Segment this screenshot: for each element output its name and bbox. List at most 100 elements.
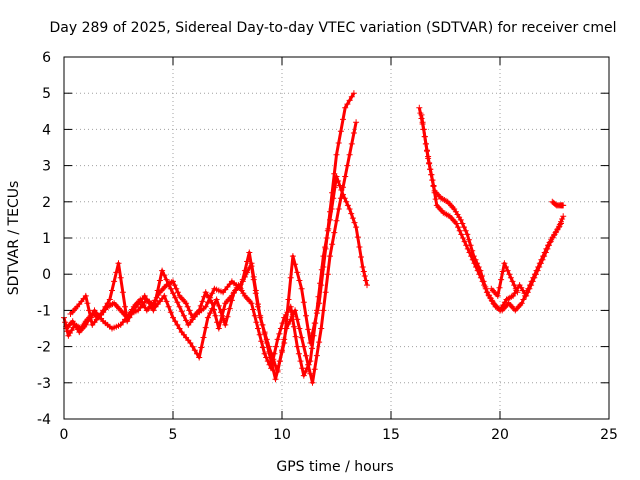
- data-point: [202, 324, 209, 331]
- data-point: [311, 366, 318, 373]
- data-point: [418, 111, 425, 118]
- data-point: [167, 285, 174, 292]
- data-point: [258, 338, 265, 345]
- data-point: [453, 220, 460, 227]
- data-point: [250, 306, 257, 313]
- data-point: [320, 307, 327, 314]
- data-point: [329, 189, 336, 196]
- data-point: [343, 198, 350, 205]
- y-tick-label: -1: [37, 303, 51, 319]
- data-point: [174, 299, 181, 306]
- data-point: [170, 278, 176, 285]
- data-point: [461, 238, 468, 245]
- data-point: [474, 260, 481, 267]
- data-point: [117, 274, 124, 281]
- data-point: [237, 285, 244, 292]
- axis-ticks: -4 -3 -2 -1 0 1 2 3 4 5 6 0 5 10 15 20 25: [37, 50, 618, 443]
- data-point: [432, 196, 439, 203]
- data-point: [200, 334, 207, 341]
- data-point: [307, 340, 314, 346]
- data-point: [263, 354, 270, 361]
- data-point: [150, 307, 157, 314]
- data-point: [248, 300, 255, 307]
- data-point: [482, 283, 489, 290]
- data-point: [218, 309, 224, 316]
- data-point: [283, 318, 290, 325]
- data-point: [255, 325, 261, 332]
- data-point: [528, 282, 535, 289]
- data-point: [499, 268, 506, 275]
- y-tick-label: 2: [42, 195, 51, 211]
- data-point: [353, 224, 360, 231]
- data-point: [559, 216, 566, 222]
- data-point: [348, 210, 355, 217]
- data-point: [464, 245, 471, 252]
- data-point: [201, 293, 208, 300]
- data-point: [204, 299, 211, 306]
- data-point: [165, 281, 172, 288]
- data-point: [331, 170, 338, 177]
- data-point: [294, 269, 301, 276]
- data-point: [534, 267, 541, 274]
- data-point: [351, 219, 358, 226]
- data-point: [222, 321, 229, 328]
- data-point: [226, 305, 233, 312]
- data-point: [303, 352, 309, 359]
- y-tick-label: 1: [42, 231, 51, 247]
- data-point: [302, 368, 309, 375]
- data-point: [256, 331, 263, 338]
- data-point: [178, 308, 185, 315]
- data-point: [311, 320, 318, 327]
- data-point: [514, 289, 521, 296]
- data-point: [461, 224, 467, 231]
- data-point: [364, 282, 370, 289]
- data-point: [202, 303, 209, 310]
- data-point: [359, 264, 366, 270]
- data-point: [425, 153, 432, 160]
- data-point: [265, 349, 272, 355]
- data-point: [82, 321, 89, 328]
- data-point: [475, 264, 482, 270]
- data-point: [189, 343, 196, 350]
- data-point: [148, 303, 155, 310]
- data-point: [331, 229, 338, 236]
- data-point: [141, 292, 148, 299]
- data-point: [511, 282, 518, 289]
- data-point: [467, 242, 474, 249]
- data-point: [113, 269, 120, 276]
- data-point: [354, 234, 361, 241]
- data-point: [268, 358, 275, 365]
- data-point: [170, 290, 176, 297]
- data-point: [146, 300, 152, 307]
- data-point: [348, 93, 355, 100]
- data-point: [353, 119, 360, 126]
- data-point: [542, 249, 549, 256]
- y-tick-label: 3: [42, 159, 51, 175]
- data-point: [244, 258, 251, 265]
- data-point: [204, 314, 211, 321]
- x-axis-label: GPS time / hours: [276, 459, 393, 475]
- data-point: [526, 285, 533, 292]
- data-point: [98, 311, 105, 317]
- data-point: [533, 271, 539, 278]
- data-point: [344, 202, 351, 209]
- data-point: [124, 318, 131, 325]
- data-point: [220, 315, 227, 322]
- data-point: [102, 303, 109, 310]
- data-point: [320, 264, 327, 270]
- y-tick-label: 6: [42, 50, 51, 66]
- data-point: [259, 321, 266, 328]
- data-point: [294, 316, 301, 323]
- data-point: [358, 254, 364, 260]
- data-point: [277, 325, 284, 332]
- data-point: [316, 339, 323, 346]
- data-point: [255, 303, 261, 310]
- data-point: [228, 297, 235, 304]
- data-point: [546, 242, 552, 249]
- data-point: [143, 296, 150, 303]
- data-point: [84, 300, 91, 307]
- data-point: [342, 104, 349, 111]
- y-tick-label: 4: [42, 122, 51, 138]
- data-point: [427, 166, 434, 173]
